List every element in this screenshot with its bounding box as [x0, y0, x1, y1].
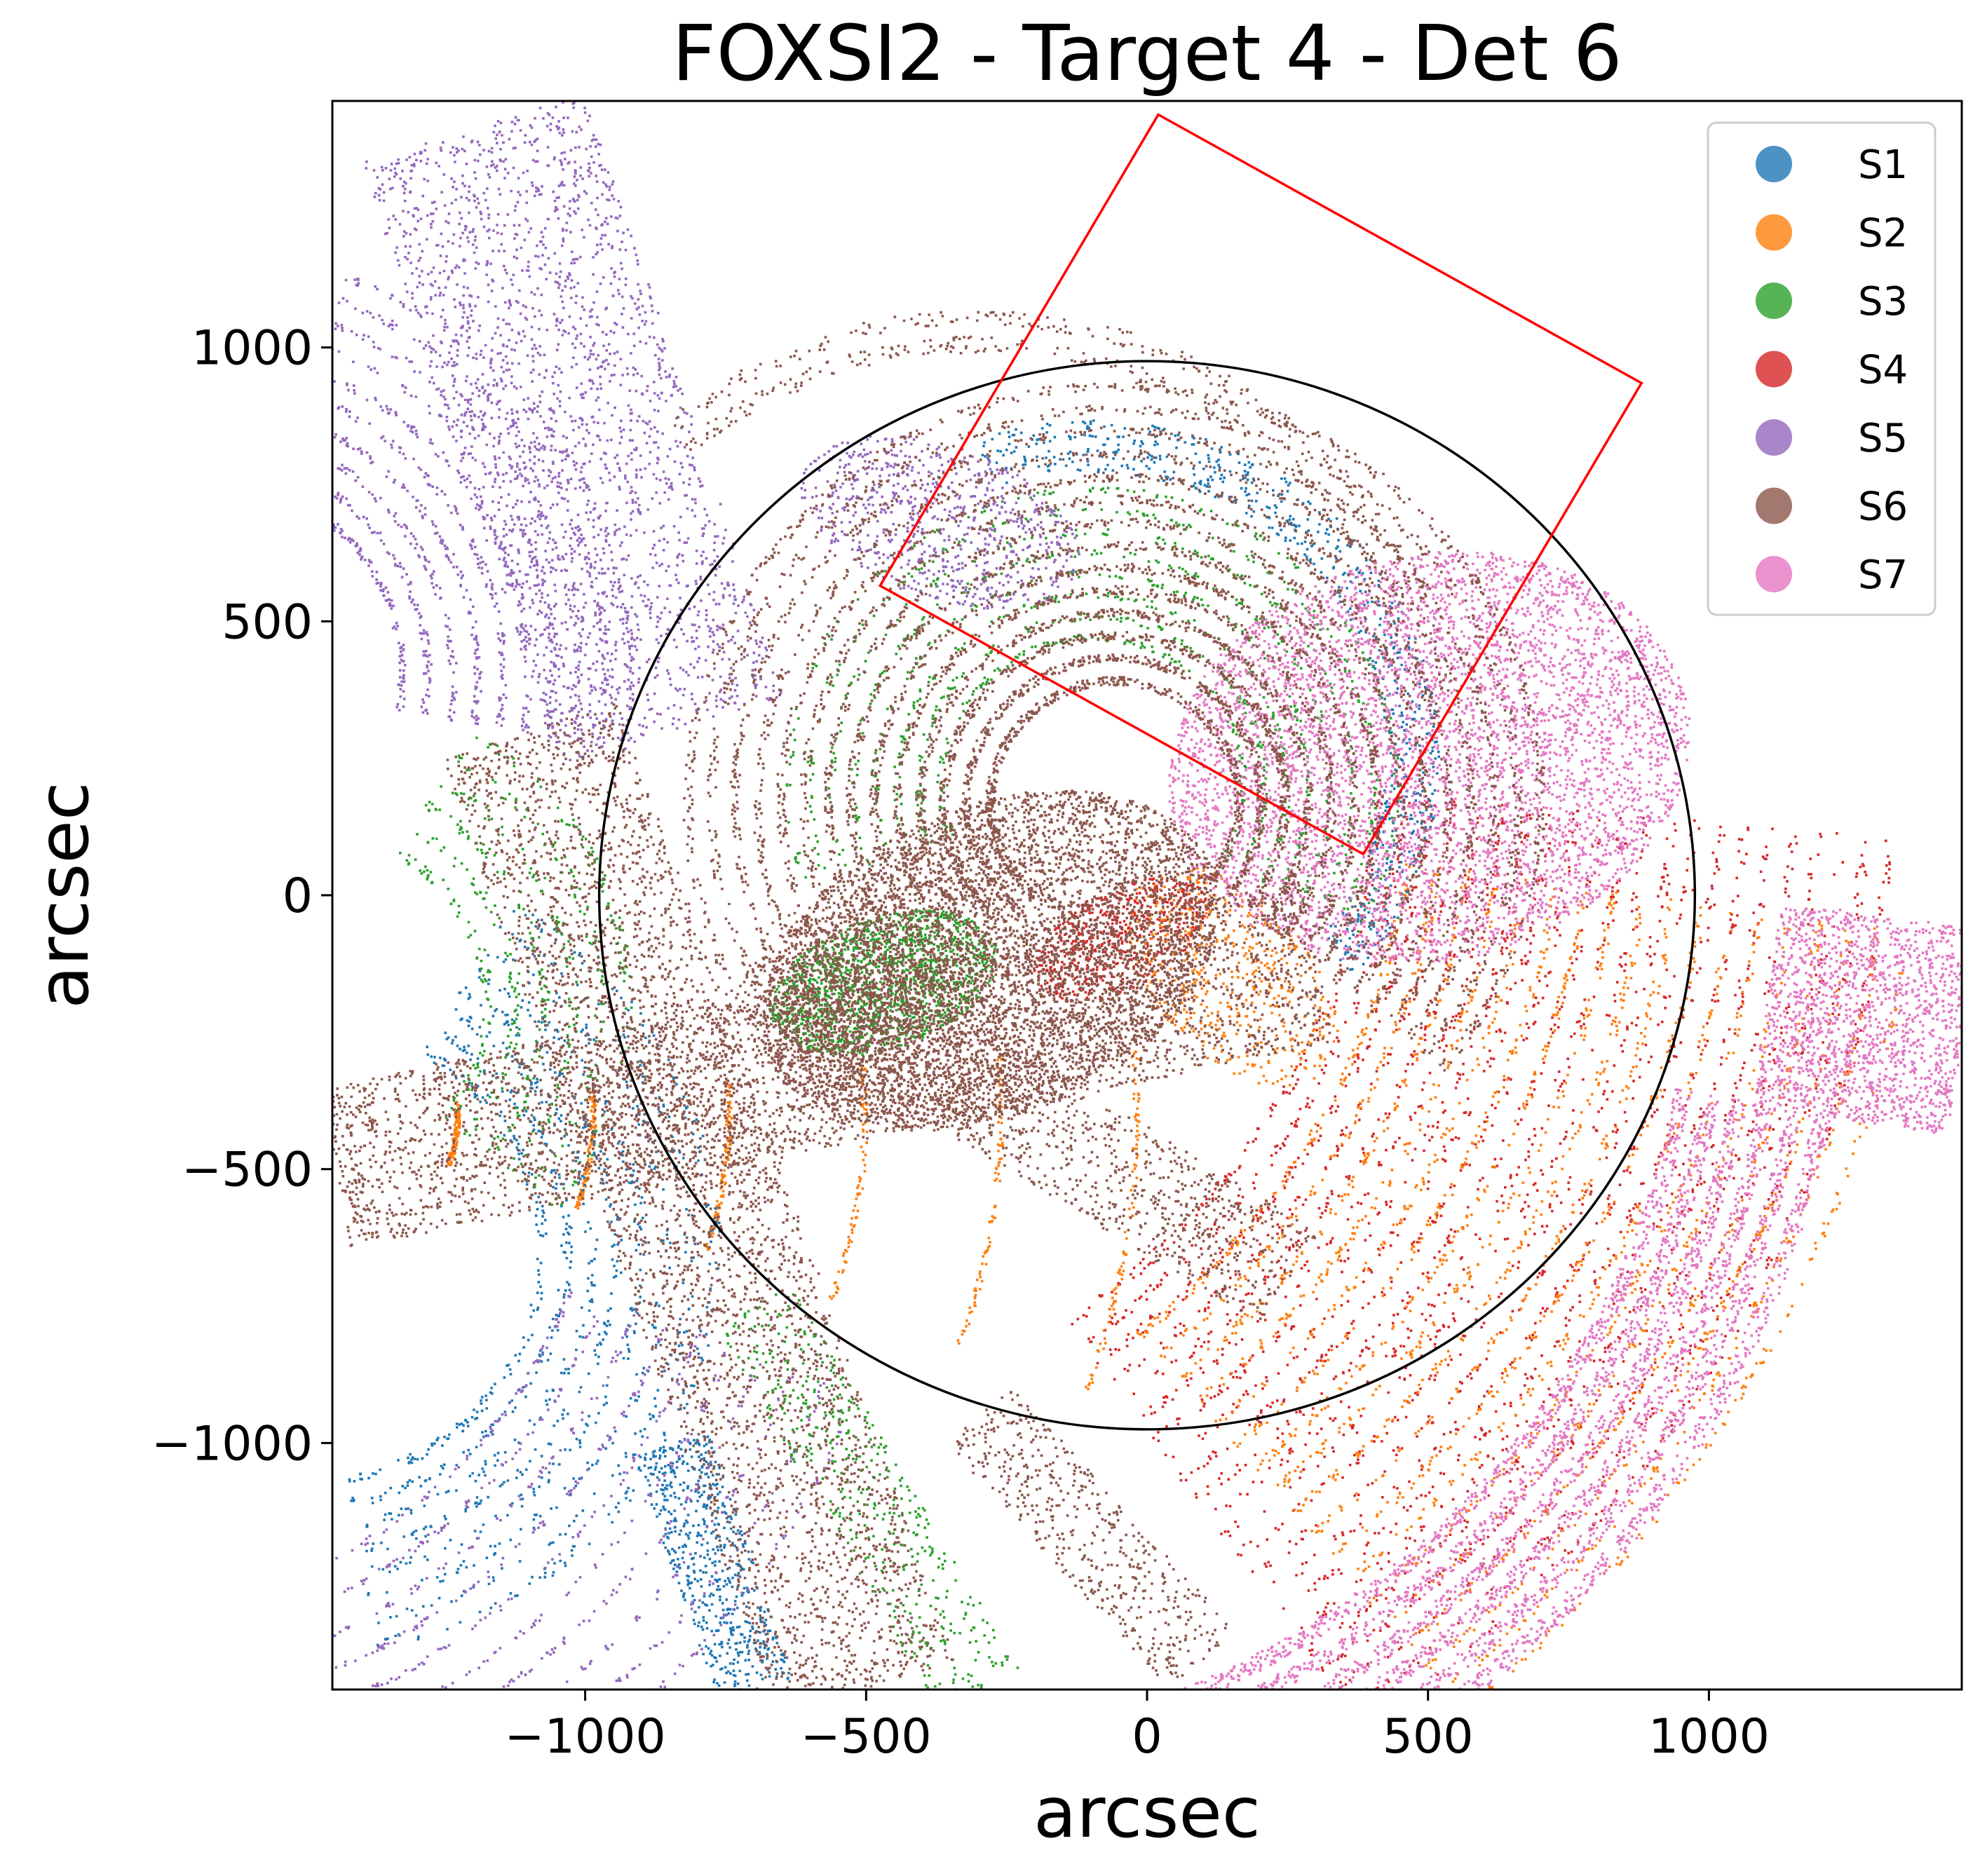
y-axis-ticks: −1000 −500 0 500 1000 — [151, 321, 332, 1471]
scatter-points — [332, 101, 1962, 1690]
legend-label-s7: S7 — [1858, 552, 1908, 598]
legend-label-s3: S3 — [1858, 279, 1908, 325]
legend-label-s6: S6 — [1858, 484, 1908, 530]
legend-marker-s3 — [1756, 283, 1792, 319]
legend-label-s4: S4 — [1858, 348, 1908, 393]
y-tick-label: 500 — [222, 594, 313, 650]
legend-marker-s2 — [1756, 214, 1792, 251]
y-tick-label: 0 — [283, 869, 313, 924]
solar-limb-circle — [597, 360, 1697, 1431]
legend-label-s2: S2 — [1858, 211, 1908, 257]
overlays — [597, 113, 1697, 1431]
chart-title: FOXSI2 - Target 4 - Det 6 — [672, 8, 1622, 98]
legend-marker-s1 — [1756, 146, 1792, 182]
legend-label-s1: S1 — [1858, 142, 1908, 188]
y-axis-label: arcsec — [22, 782, 104, 1009]
legend-marker-s5 — [1756, 419, 1792, 456]
x-tick-label: 1000 — [1648, 1709, 1770, 1765]
x-tick-label: 0 — [1132, 1709, 1162, 1765]
y-tick-label: 1000 — [191, 321, 313, 376]
legend-marker-s7 — [1756, 556, 1792, 592]
y-tick-label: −500 — [182, 1143, 313, 1198]
x-tick-label: −500 — [801, 1709, 932, 1765]
legend-label-s5: S5 — [1858, 416, 1908, 461]
x-tick-label: 500 — [1383, 1709, 1474, 1765]
series-s5-points — [332, 101, 1080, 1690]
legend-marker-s6 — [1756, 487, 1792, 524]
series-s2-points — [446, 863, 1904, 1689]
x-axis-ticks: −1000 −500 0 500 1000 — [505, 1690, 1770, 1765]
series-s7-points — [1168, 551, 1962, 1690]
x-axis-label: arcsec — [1033, 1772, 1261, 1854]
y-tick-label: −1000 — [151, 1416, 313, 1471]
legend: S1 S2 S3 S4 S5 S6 S7 — [1707, 121, 1937, 616]
fov-square — [878, 113, 1643, 856]
series-s6-points — [332, 311, 1546, 1690]
legend-marker-s4 — [1756, 351, 1792, 388]
x-tick-label: −1000 — [505, 1709, 666, 1765]
